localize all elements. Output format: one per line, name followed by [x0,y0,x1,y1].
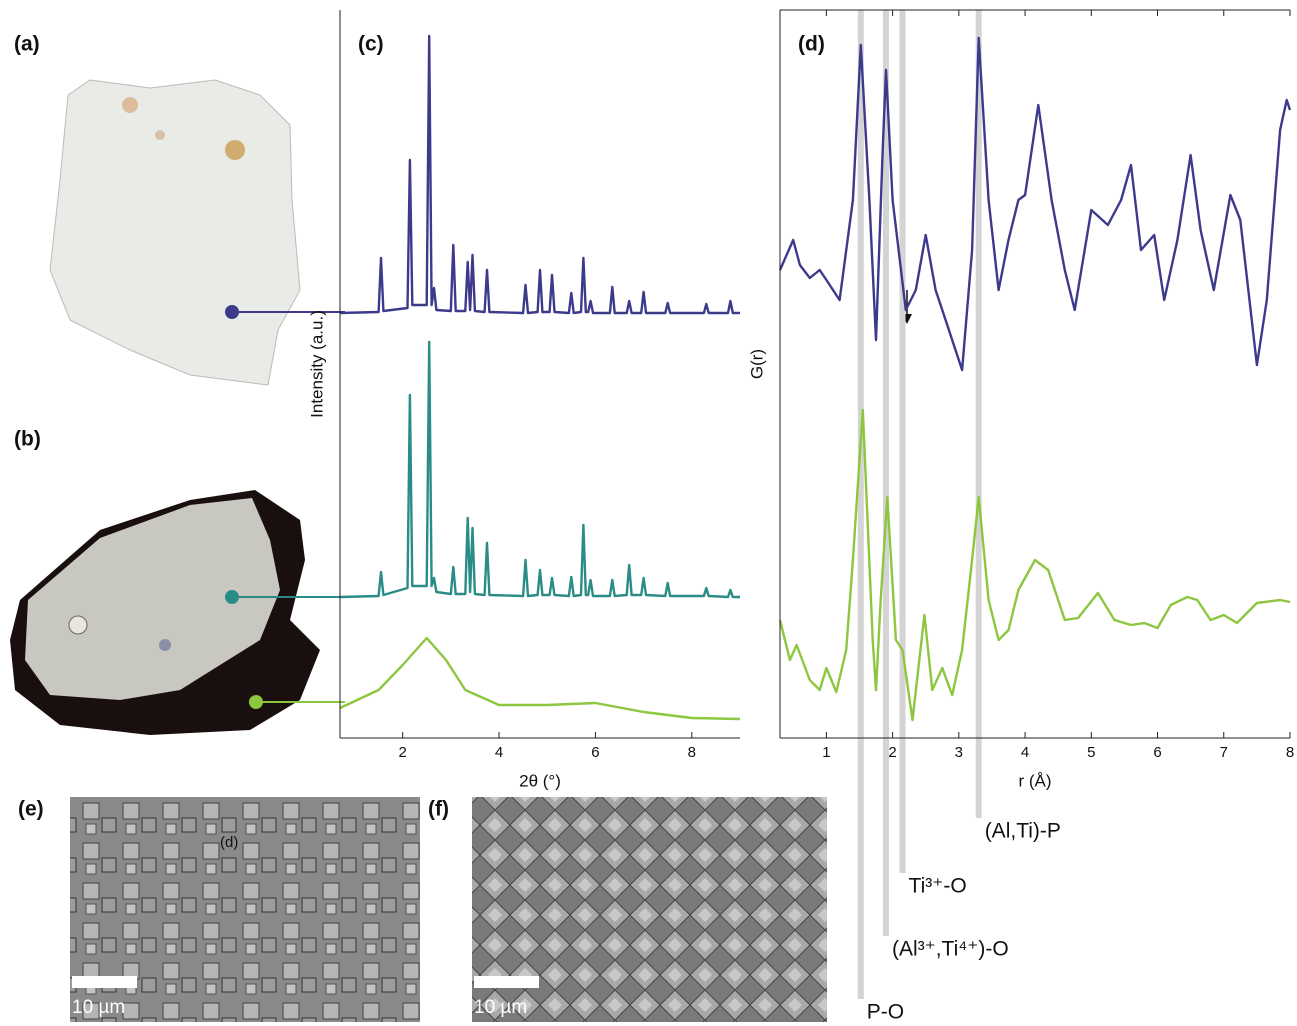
data-line [780,38,1290,370]
panel-label: (a) [14,33,40,56]
x-axis-label: r (Å) [1018,771,1051,790]
sem-image [472,797,827,1022]
data-line [340,342,740,597]
inclusion [69,616,87,634]
data-line [340,36,740,313]
inclusion [155,130,165,140]
panel-label: (b) [14,428,41,451]
bond-label: (Al,Ti)-P [985,820,1061,843]
data-line [340,638,740,719]
x-tick-label: 2 [888,744,896,761]
x-tick-label: 4 [495,744,503,761]
x-tick-label: 8 [1286,744,1294,761]
data-line [780,410,1290,720]
overlay-label: (d) [220,834,238,851]
panel-label: (c) [358,33,384,56]
y-axis-label: G(r) [747,349,766,379]
x-tick-label: 7 [1220,744,1228,761]
sample-photo [50,80,300,385]
x-axis-label: 2θ (°) [519,771,561,790]
panel-label: (e) [18,798,44,821]
connector-dot [225,305,239,319]
x-tick-label: 6 [591,744,599,761]
scale-label: 10 µm [474,997,527,1018]
inclusion [159,639,171,651]
inclusion [122,97,138,113]
figure-canvas: 10 µm (d) 10 µm (a) (b) (e) (f) 2 4 6 8 2θ (… [0,0,1297,1026]
x-tick-label: 6 [1153,744,1161,761]
sem-image [70,797,420,1022]
y-axis-label: Intensity (a.u.) [307,310,326,418]
scale-label: 10 µm [72,997,125,1018]
bond-label: Ti³⁺-O [909,875,967,898]
x-tick-label: 3 [955,744,963,761]
inclusion [225,140,245,160]
panel-label: (d) [798,33,825,56]
x-tick-label: 1 [822,744,830,761]
x-tick-label: 2 [398,744,406,761]
figure: 10 µm (d) 10 µm (a) (b) (e) (f) 2 4 6 8 2θ (… [0,0,1297,1026]
connector-dot [225,590,239,604]
x-tick-label: 4 [1021,744,1029,761]
panel-label: (f) [428,798,449,821]
x-tick-label: 5 [1087,744,1095,761]
bond-label: (Al³⁺,Ti⁴⁺)-O [892,938,1009,961]
scale-bar [72,976,137,988]
scale-bar [474,976,539,988]
connector-dot [249,695,263,709]
x-tick-label: 8 [688,744,696,761]
bond-label: P-O [867,1001,904,1024]
